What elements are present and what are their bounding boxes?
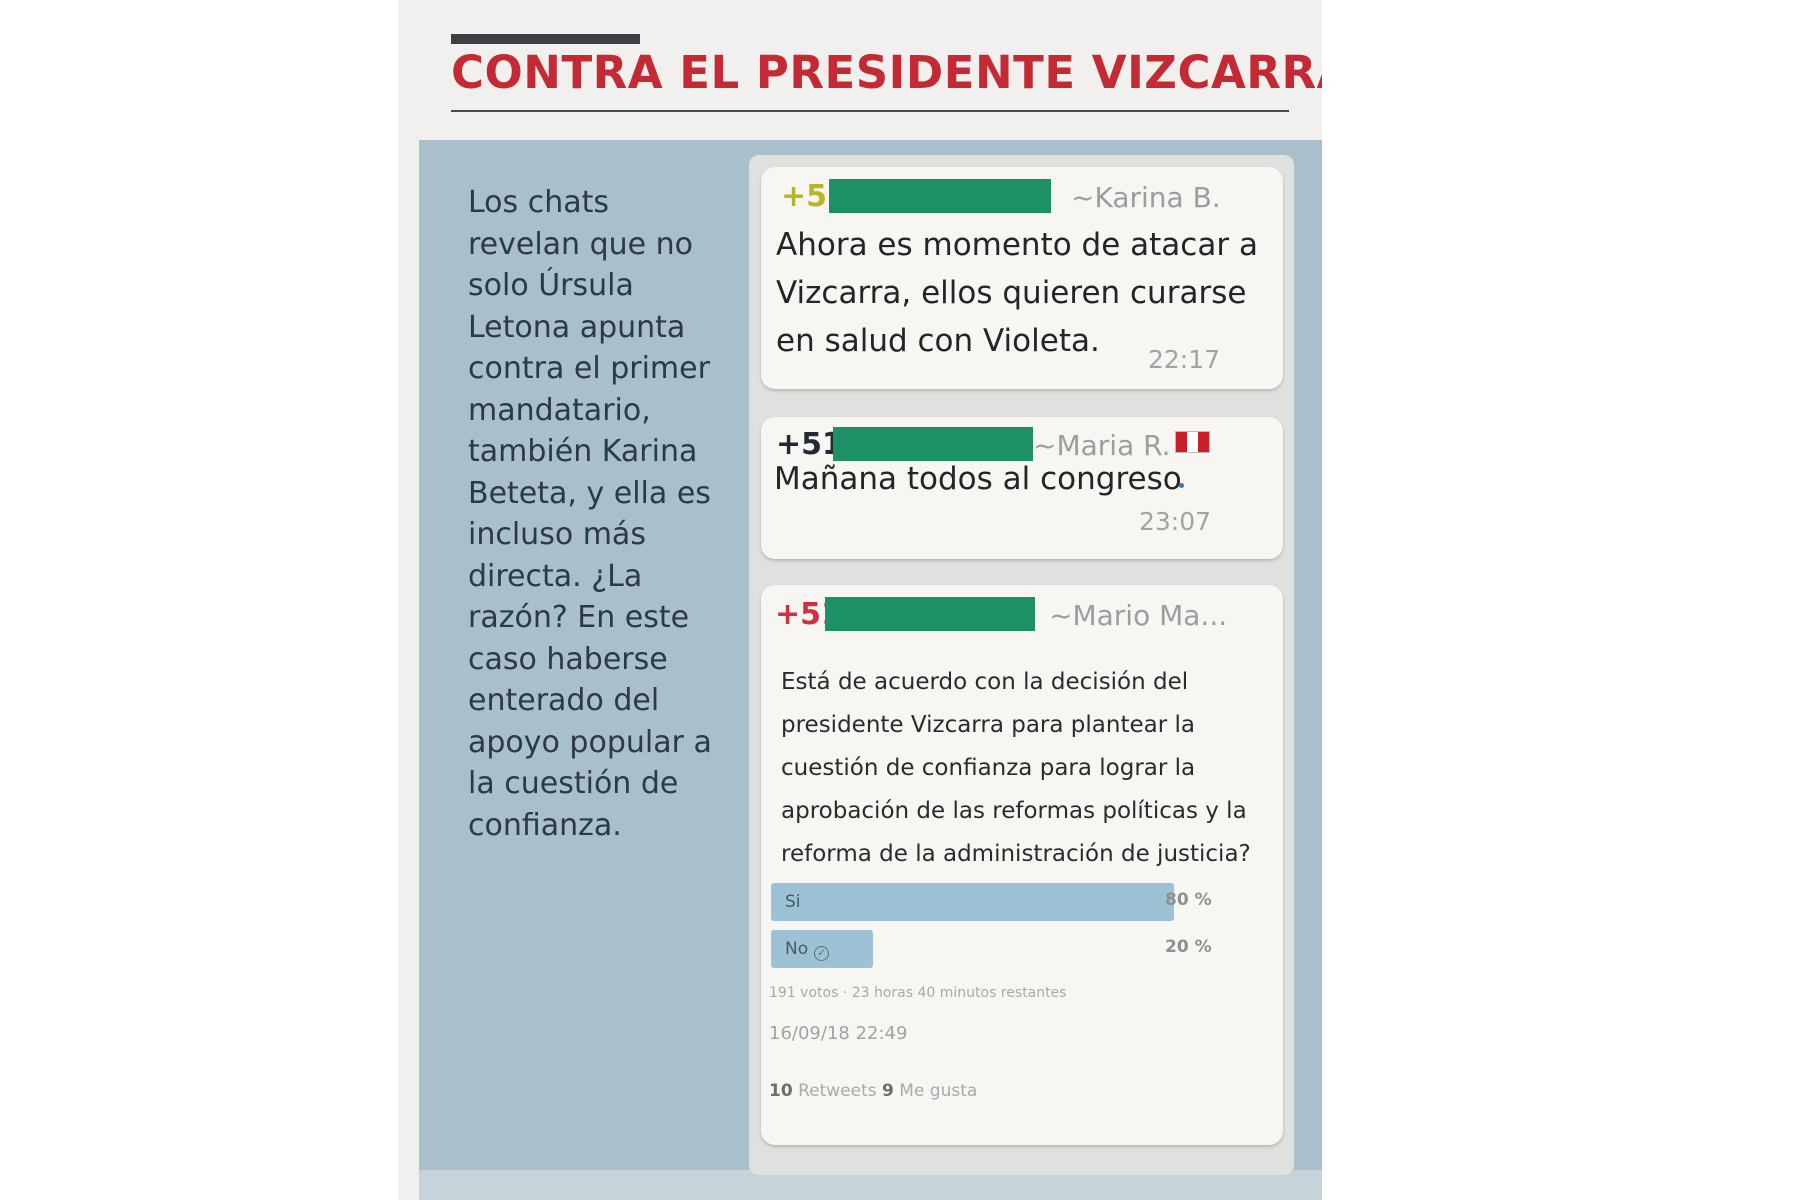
chat-message: +51 ~Karina B. Ahora es momento de ataca… (761, 167, 1283, 389)
engagement-stats: 10 Retweets 9 Me gusta (769, 1081, 977, 1101)
dot-icon (1179, 483, 1184, 488)
newspaper-clipping: CONTRA EL PRESIDENTE VIZCARRA Los chats … (398, 0, 1322, 1200)
chat-screenshot: +51 ~Karina B. Ahora es momento de ataca… (749, 155, 1294, 1175)
poll-option-label: No ✓ (785, 939, 830, 961)
poll-votes-line: 191 votos · 23 horas 40 minutos restante… (769, 985, 1067, 1001)
likes-count: 9 (882, 1081, 894, 1101)
sender-name: ~Mario Ma... (1049, 599, 1228, 632)
poll-option-bar-si[interactable] (771, 883, 1174, 921)
message-text: Ahora es momento de atacar a Vizcarra, e… (776, 227, 1258, 359)
redacted-number (833, 427, 1033, 461)
poll-option-label-text: No (785, 939, 809, 959)
body-text: Los chats revelan que no solo Úrsula Let… (468, 185, 712, 843)
poll-question: Está de acuerdo con la decisión del pres… (781, 669, 1251, 867)
phone-prefix: +51 (776, 427, 843, 462)
check-circle-icon: ✓ (814, 946, 830, 961)
bottom-strip (419, 1170, 1322, 1200)
retweets-count: 10 (769, 1081, 793, 1101)
headline: CONTRA EL PRESIDENTE VIZCARRA (451, 46, 1322, 99)
poll-option-label: Si (785, 892, 801, 912)
poll-option-percent: 20 % (1165, 937, 1212, 957)
redacted-number (829, 179, 1051, 213)
poll-message: +51 ~Mario Ma... Está de acuerdo con la … (761, 585, 1283, 1145)
message-time: 22:17 (1148, 345, 1221, 374)
likes-label: Me gusta (899, 1081, 978, 1101)
headline-rule (451, 110, 1289, 112)
chat-message: +51 ~Maria R. Mañana todos al congreso 2… (761, 417, 1283, 559)
sender-name: ~Karina B. (1071, 181, 1221, 214)
sidebar-box: Los chats revelan que no solo Úrsula Let… (419, 140, 1322, 1200)
retweets-label: Retweets (798, 1081, 877, 1101)
poll-option-percent: 80 % (1165, 890, 1212, 910)
message-time: 23:07 (1139, 507, 1212, 536)
peru-flag-icon (1175, 431, 1210, 453)
sender-name: ~Maria R. (1033, 429, 1171, 462)
headline-accent-bar (451, 34, 640, 44)
message-text: Mañana todos al congreso (774, 461, 1182, 497)
poll-date: 16/09/18 22:49 (769, 1023, 908, 1044)
redacted-number (825, 597, 1035, 631)
